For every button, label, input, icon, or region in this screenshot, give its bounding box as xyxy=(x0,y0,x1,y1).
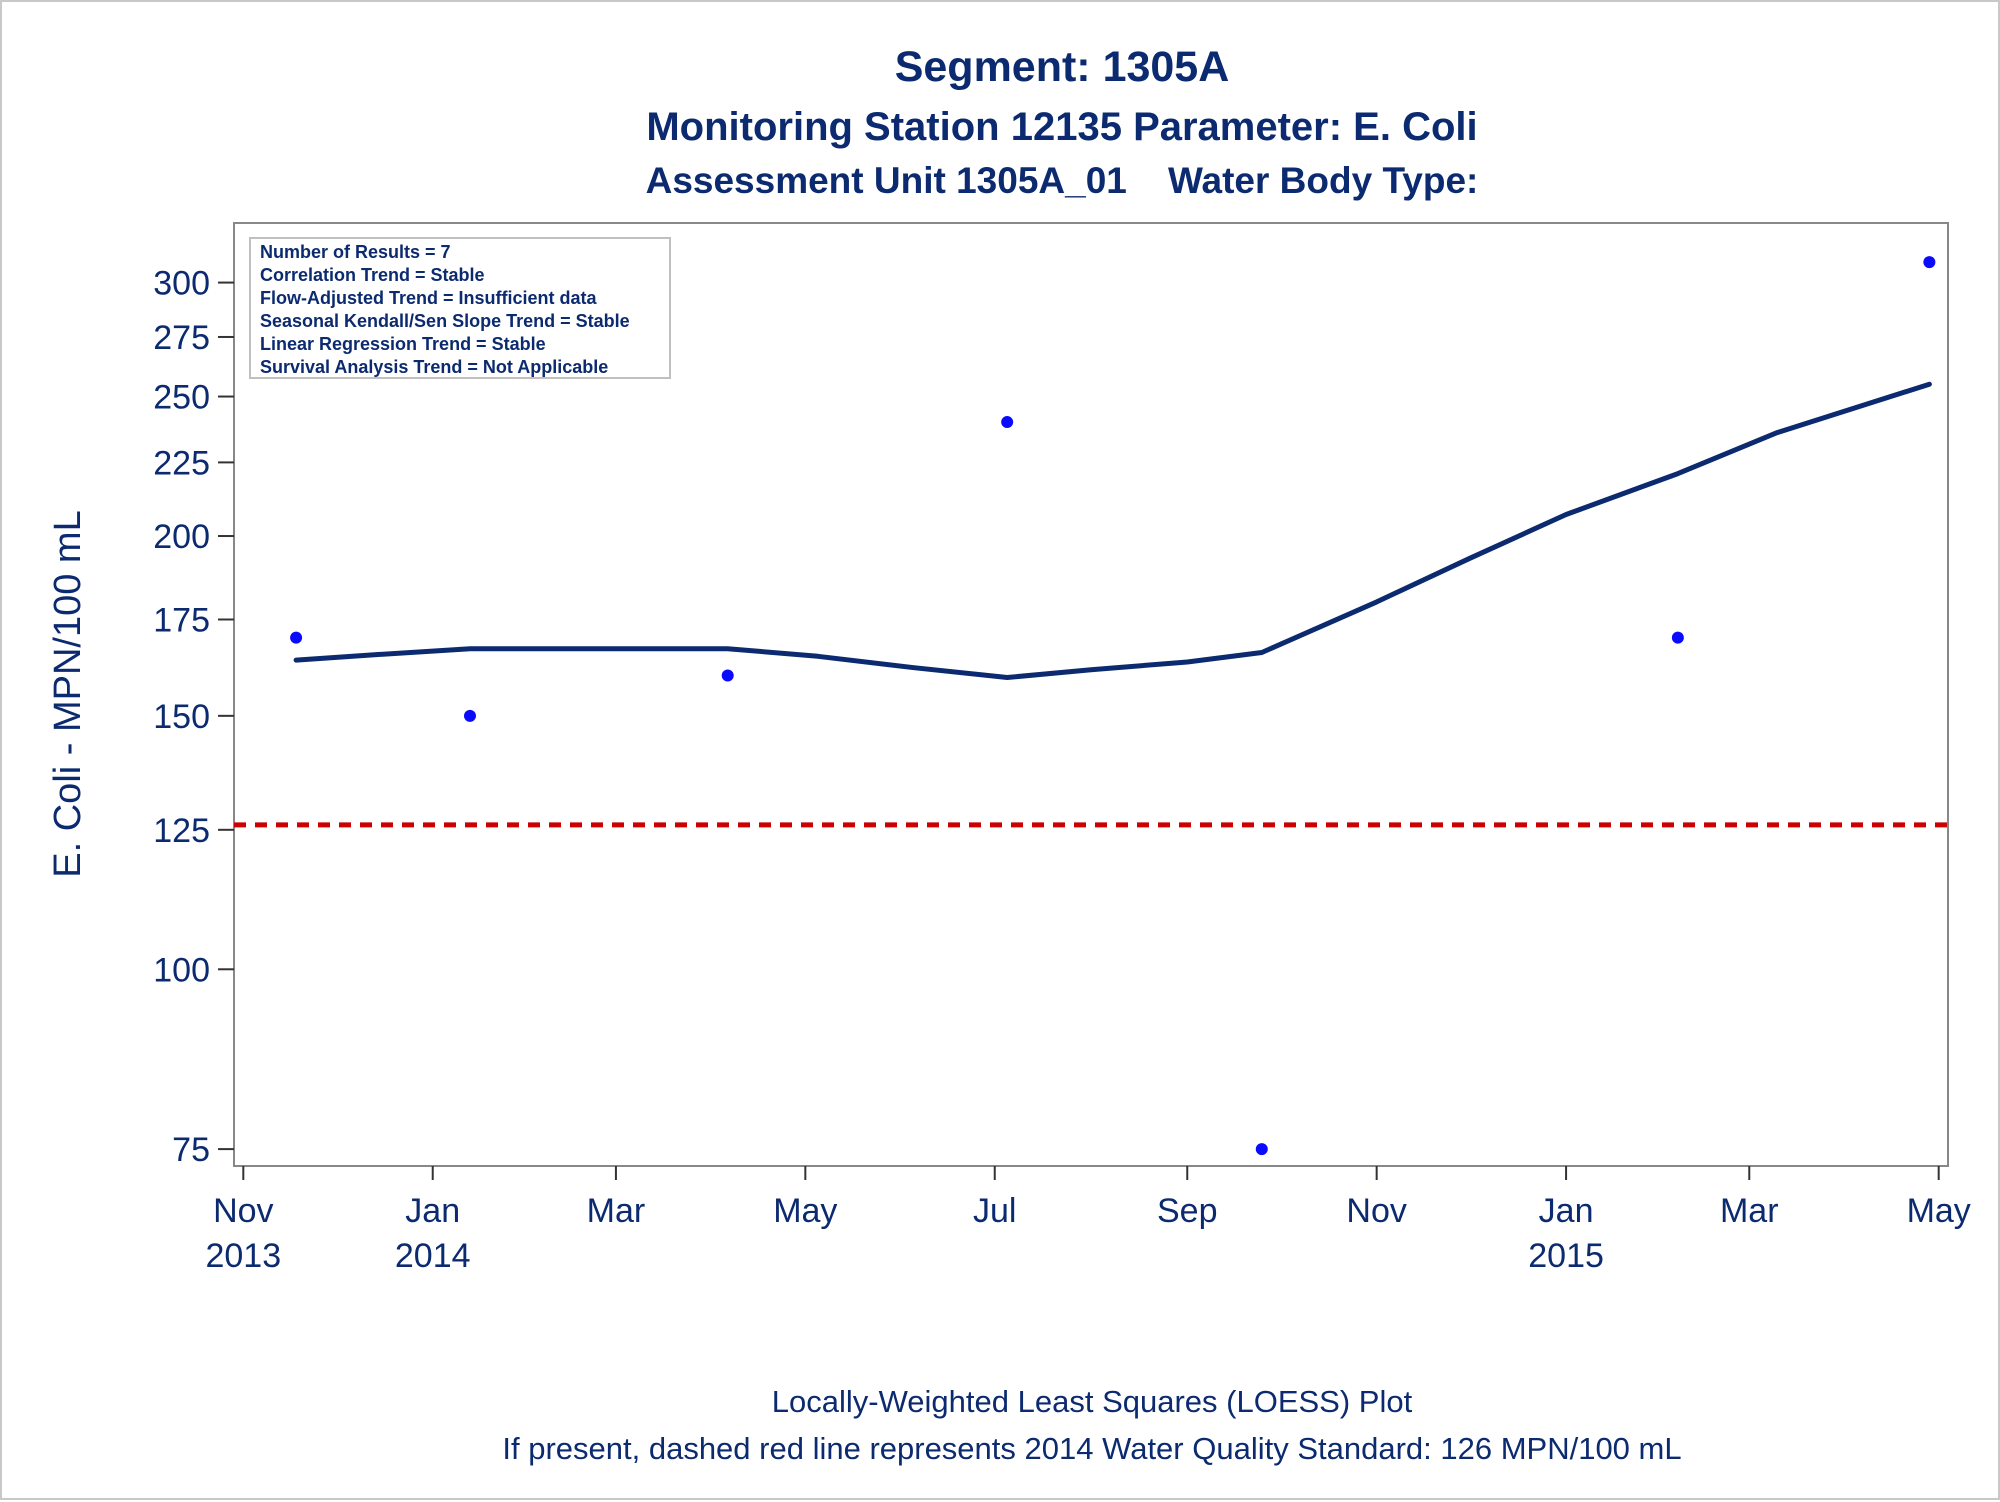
x-tick-label: Mar xyxy=(587,1192,646,1230)
y-tick-label: 300 xyxy=(153,265,210,303)
plot-area xyxy=(233,222,1949,1167)
inset-line-survival: Survival Analysis Trend = Not Applicable xyxy=(260,357,608,377)
inset-line-flow-adjusted: Flow-Adjusted Trend = Insufficient data xyxy=(260,288,598,308)
data-point xyxy=(290,631,303,644)
data-point xyxy=(721,669,734,682)
x-tick-year-label: 2014 xyxy=(395,1237,471,1275)
y-axis: 75 100 125 150 175 200 225 250 275 300 xyxy=(153,265,234,1169)
x-axis: Nov 2013 Jan 2014 Mar May Jul Sep Nov Jan 2015 Mar M… xyxy=(205,1166,1971,1275)
inset-line-linear-regression: Linear Regression Trend = Stable xyxy=(260,334,546,354)
data-point xyxy=(1001,416,1014,429)
chart-subtitle-2: Assessment Unit 1305A_01 Water Body Type… xyxy=(646,160,1479,201)
y-tick-label: 275 xyxy=(153,319,210,357)
x-tick-label: Jan xyxy=(405,1192,460,1230)
inset-line-seasonal-kendall: Seasonal Kendall/Sen Slope Trend = Stabl… xyxy=(260,311,630,331)
data-point xyxy=(463,709,476,722)
loess-curve xyxy=(293,381,1932,680)
chart-subtitle: Monitoring Station 12135 Parameter: E. C… xyxy=(646,105,1477,149)
x-tick-label: Jan xyxy=(1539,1192,1594,1230)
chart-title: Segment: 1305A xyxy=(895,43,1230,91)
data-point xyxy=(1671,631,1684,644)
data-point xyxy=(1923,256,1936,269)
data-point xyxy=(1255,1143,1268,1156)
footnote-loess: Locally-Weighted Least Squares (LOESS) P… xyxy=(772,1384,1413,1419)
y-tick-label: 225 xyxy=(153,444,210,482)
y-tick-label: 175 xyxy=(153,601,210,639)
x-tick-year-label: 2013 xyxy=(205,1237,281,1275)
x-tick-label: Jul xyxy=(973,1192,1016,1230)
loess-layer xyxy=(293,381,1932,680)
footnote-standard: If present, dashed red line represents 2… xyxy=(502,1431,1681,1466)
y-tick-label: 75 xyxy=(172,1131,210,1169)
y-tick-label: 250 xyxy=(153,379,210,417)
x-tick-label: May xyxy=(1907,1192,1971,1230)
points-layer xyxy=(290,256,1936,1156)
y-tick-label: 125 xyxy=(153,812,210,850)
y-axis-label: E. Coli - MPN/100 mL xyxy=(47,510,89,877)
y-tick-label: 150 xyxy=(153,698,210,736)
x-tick-label: Nov xyxy=(213,1192,273,1230)
inset-line-results: Number of Results = 7 xyxy=(260,242,451,262)
trend-inset-box xyxy=(249,237,671,379)
x-tick-label: Sep xyxy=(1157,1192,1218,1230)
inset-line-correlation: Correlation Trend = Stable xyxy=(260,265,485,285)
x-tick-label: May xyxy=(773,1192,837,1230)
y-tick-label: 100 xyxy=(153,951,210,989)
x-tick-label: Nov xyxy=(1346,1192,1406,1230)
y-tick-label: 200 xyxy=(153,518,210,556)
x-tick-year-label: 2015 xyxy=(1528,1237,1604,1275)
x-tick-label: Mar xyxy=(1720,1192,1779,1230)
